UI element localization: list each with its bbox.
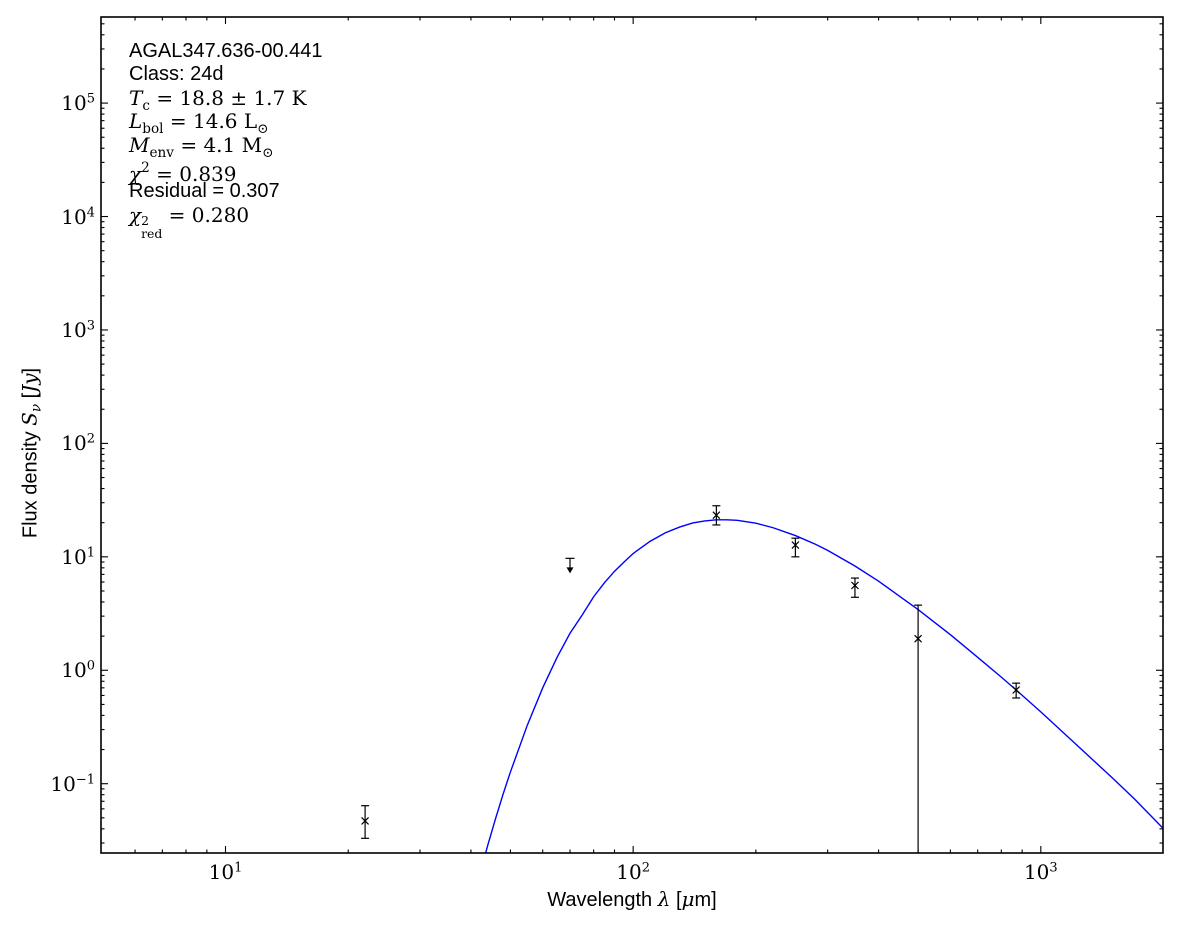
annotation-line-3: Lbol = 14.6 L⊙ bbox=[129, 109, 269, 138]
annotation-line-7: χ 2 red = 0.280 bbox=[129, 202, 250, 241]
y-tick-label-10e1: 101 bbox=[61, 544, 95, 569]
y-tick-label-10e5: 105 bbox=[61, 91, 95, 116]
y-tick-label-10e-1: 10−1 bbox=[50, 771, 95, 796]
annotation-line-2: Tc = 18.8 ± 1.7 K bbox=[129, 85, 307, 114]
data-points bbox=[361, 505, 1021, 853]
y-tick-label-10e3: 103 bbox=[61, 317, 95, 342]
data-point-250um bbox=[791, 537, 800, 558]
model-curve bbox=[484, 519, 1163, 853]
data-point-70um bbox=[565, 557, 575, 574]
stacked-subsup: 2 red bbox=[141, 213, 163, 241]
annotation-line-1: Class: 24d bbox=[129, 63, 224, 86]
annotation-line-0: AGAL347.636-00.441 bbox=[129, 40, 323, 62]
annotation-line-5: χ2 = 0.839 bbox=[129, 159, 237, 186]
y-tick-label-10e4: 104 bbox=[61, 204, 95, 229]
y-tick-label-10e2: 102 bbox=[61, 431, 95, 456]
x-tick-label-10e3: 103 bbox=[1023, 860, 1058, 884]
x-tick-label-10e2: 102 bbox=[616, 860, 651, 884]
data-point-350um bbox=[850, 577, 859, 598]
annotation-line-6: Residual = 0.307 bbox=[129, 180, 280, 203]
data-point-22um bbox=[361, 805, 370, 839]
x-axis-label: Wavelength λ [μm] bbox=[547, 887, 717, 911]
data-point-160um bbox=[712, 505, 721, 526]
x-tick-label-10e1: 101 bbox=[208, 860, 243, 884]
y-tick-label-10e0: 100 bbox=[61, 658, 95, 683]
y-axis-label: Flux density Sν [Jy] bbox=[17, 367, 45, 539]
plot-frame bbox=[100, 16, 1164, 854]
fit-parameters-annotation: AGAL347.636-00.441 Class: 24d Tc = 18.8 ± … bbox=[129, 40, 323, 241]
data-point-500um bbox=[914, 604, 923, 853]
annotation-line-4: Menv = 4.1 M⊙ bbox=[129, 132, 274, 161]
data-point-870um bbox=[1012, 682, 1021, 699]
upper-limit-arrow-icon bbox=[566, 567, 574, 574]
